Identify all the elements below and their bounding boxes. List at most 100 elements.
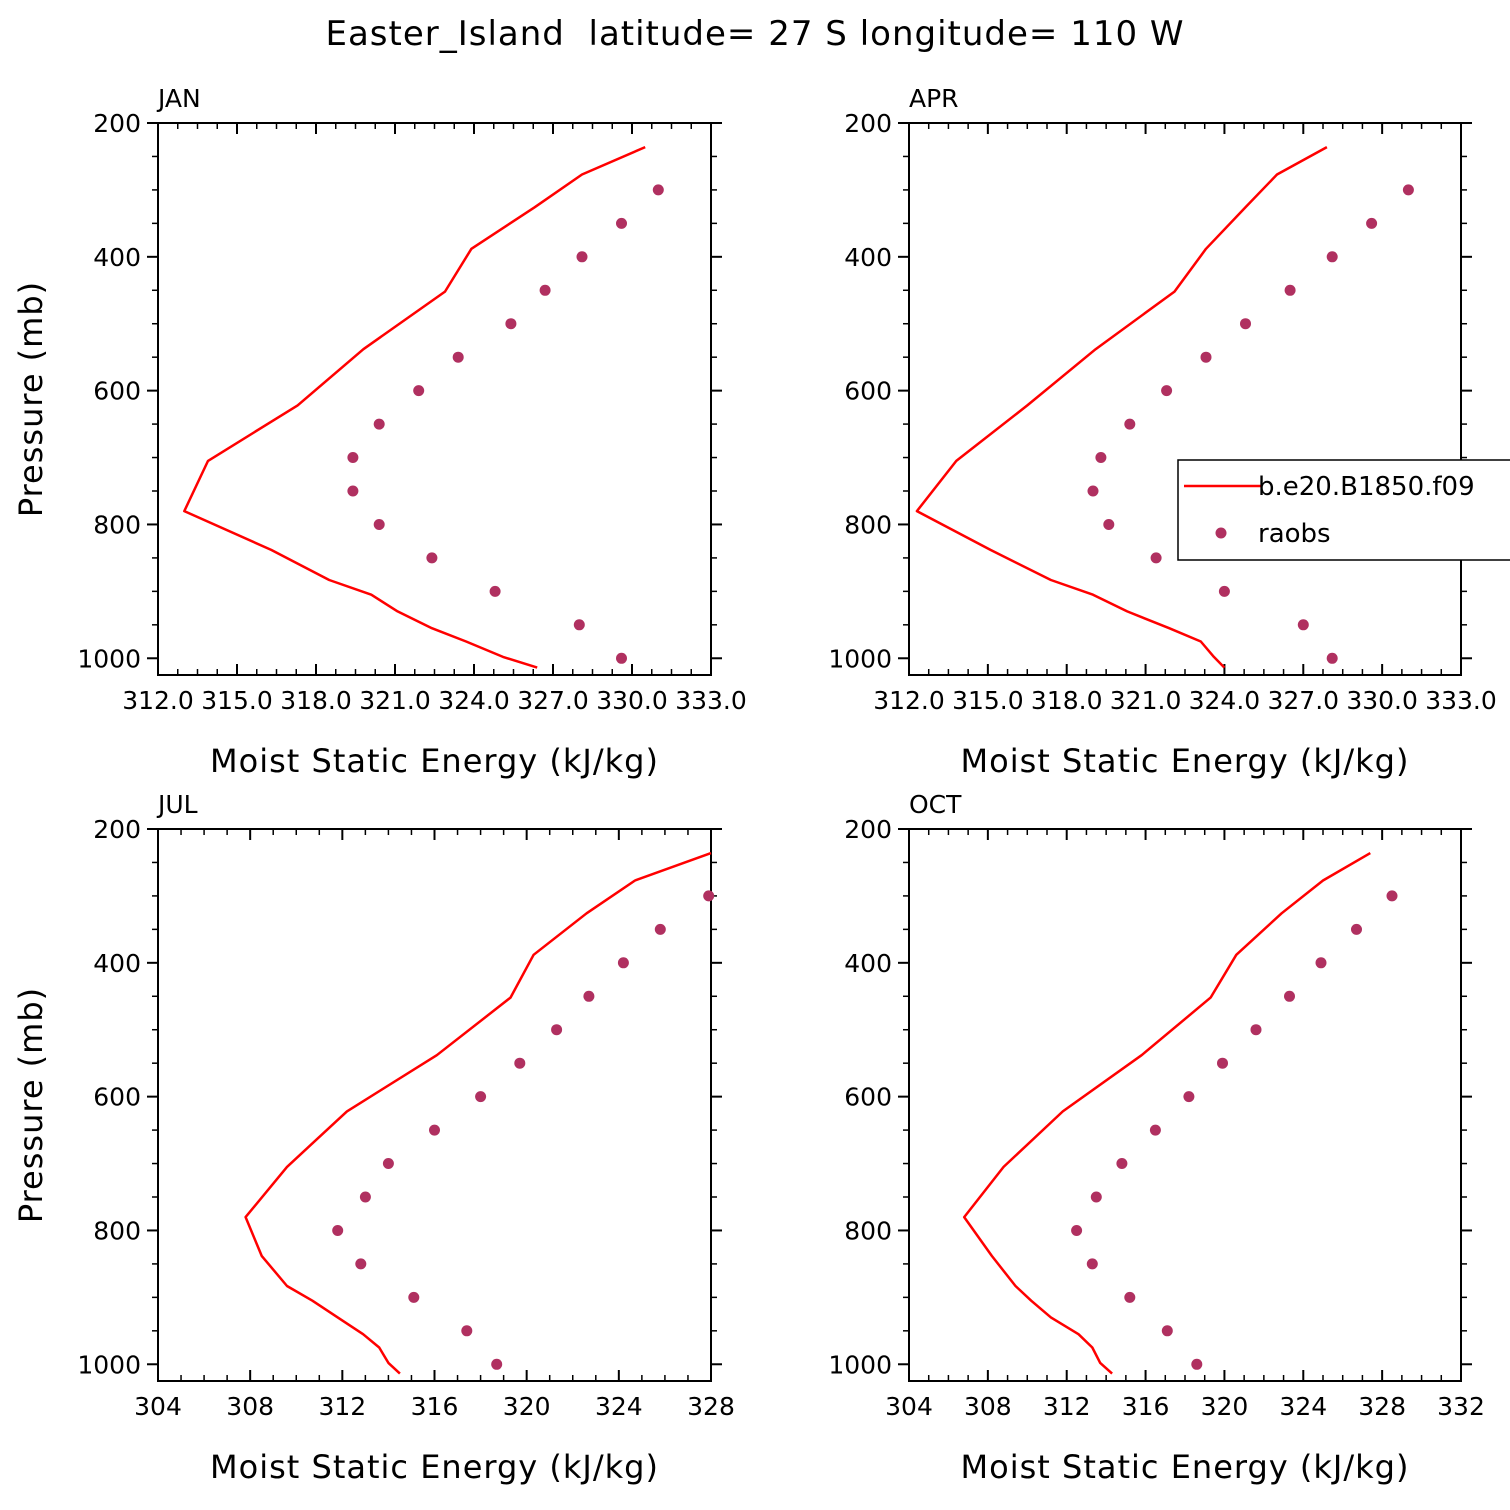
x-tick-label: 308 — [964, 1392, 1012, 1421]
y-tick-label: 600 — [844, 377, 892, 406]
x-tick-label: 328 — [687, 1392, 735, 1421]
raobs-point — [355, 1258, 367, 1270]
raobs-point — [1116, 1158, 1128, 1169]
raobs-point — [1150, 552, 1162, 564]
chart-panel-oct: 304 308 312 316 320 324 328 332 200 400 600 800 1000… — [828, 790, 1484, 1486]
y-axis-title: Pressure (mb) — [12, 987, 50, 1223]
x-tick-label: 324.0 — [1189, 686, 1261, 715]
raobs-point — [413, 385, 425, 397]
panel-label: JAN — [156, 84, 201, 113]
raobs-point — [1149, 1124, 1161, 1136]
panel-label: JUL — [156, 790, 198, 819]
raobs-point — [1402, 184, 1414, 196]
raobs-point — [1200, 351, 1212, 363]
x-tick-label: 330.0 — [1346, 686, 1418, 715]
raobs-point — [1326, 652, 1338, 664]
x-tick-label: 312 — [318, 1392, 366, 1421]
x-tick-label: 330.0 — [596, 686, 668, 715]
x-tick-label: 316 — [411, 1392, 459, 1421]
plot-frame — [908, 122, 1462, 676]
raobs-point — [1124, 1291, 1136, 1303]
y-tick-label: 600 — [93, 1083, 141, 1112]
x-tick-label: 321.0 — [1110, 686, 1182, 715]
x-tick-label: 328 — [1358, 1392, 1406, 1421]
legend-marker-swatch — [1215, 527, 1227, 539]
x-tick-label: 312 — [1043, 1392, 1091, 1421]
plot-frame — [908, 828, 1462, 1382]
raobs-point — [1087, 485, 1099, 497]
x-tick-label: 315.0 — [201, 686, 273, 715]
x-tick-label: 327.0 — [1267, 686, 1339, 715]
raobs-point — [1183, 1091, 1195, 1103]
y-tick-label: 1000 — [77, 1350, 141, 1379]
raobs-point — [1095, 452, 1107, 463]
x-tick-label: 315.0 — [952, 686, 1024, 715]
raobs-point — [1161, 385, 1173, 397]
raobs-point — [1086, 1258, 1098, 1270]
raobs-point — [382, 1158, 394, 1169]
raobs-point — [408, 1291, 420, 1303]
raobs-point — [1071, 1225, 1083, 1236]
x-tick-label: 318.0 — [1031, 686, 1103, 715]
x-axis-title: Moist Static Energy (kJ/kg) — [961, 1448, 1410, 1486]
y-tick-label: 800 — [844, 510, 892, 539]
legend-label-raobs: raobs — [1258, 519, 1331, 549]
raobs-point — [1124, 418, 1136, 430]
plot-frame — [157, 122, 712, 676]
raobs-point — [576, 251, 588, 263]
y-tick-label: 800 — [93, 510, 141, 539]
x-tick-label: 308 — [226, 1392, 274, 1421]
x-tick-label: 324.0 — [438, 686, 510, 715]
raobs-point — [489, 585, 501, 597]
x-tick-label: 324 — [1279, 1392, 1327, 1421]
x-axis-title: Moist Static Energy (kJ/kg) — [961, 742, 1410, 780]
raobs-point — [347, 452, 359, 463]
y-tick-label: 200 — [93, 815, 141, 844]
y-tick-label: 400 — [844, 243, 892, 272]
raobs-point — [1386, 890, 1398, 902]
x-axis-title: Moist Static Energy (kJ/kg) — [210, 1448, 659, 1486]
raobs-point — [1161, 1325, 1173, 1337]
x-tick-label: 321.0 — [359, 686, 431, 715]
y-tick-label: 600 — [93, 377, 141, 406]
y-tick-label: 600 — [844, 1083, 892, 1112]
panel-label: OCT — [909, 790, 962, 819]
x-tick-label: 324 — [595, 1392, 643, 1421]
chart-title: Easter_Island latitude= 27 S longitude= … — [325, 14, 1184, 54]
raobs-point — [1326, 251, 1338, 263]
model-profile-line — [915, 146, 1328, 669]
raobs-point — [332, 1225, 344, 1236]
x-tick-label: 320 — [503, 1392, 551, 1421]
x-tick-label: 304 — [134, 1392, 182, 1421]
x-tick-label: 312.0 — [873, 686, 945, 715]
plot-frame — [157, 828, 712, 1382]
raobs-point — [1366, 217, 1378, 229]
raobs-point — [573, 619, 585, 631]
raobs-point — [616, 217, 627, 229]
raobs-point — [359, 1191, 371, 1203]
y-tick-label: 200 — [844, 109, 892, 138]
y-tick-label: 1000 — [828, 1350, 892, 1379]
raobs-point — [539, 284, 551, 296]
y-tick-label: 200 — [93, 109, 141, 138]
raobs-point — [551, 1024, 563, 1036]
raobs-point — [1315, 957, 1327, 969]
legend-label-model: b.e20.B1850.f09 — [1258, 472, 1475, 502]
raobs-point — [583, 990, 595, 1002]
raobs-point — [617, 957, 629, 969]
y-tick-label: 1000 — [77, 644, 141, 673]
raobs-point — [426, 552, 438, 564]
raobs-point — [1351, 923, 1362, 935]
raobs-point — [491, 1358, 503, 1370]
x-axis-title: Moist Static Energy (kJ/kg) — [210, 742, 659, 780]
raobs-point — [652, 184, 664, 196]
raobs-point — [1217, 1057, 1228, 1069]
y-axis-title: Pressure (mb) — [12, 281, 50, 517]
panels: 312.0 315.0 318.0 321.0 324.0 327.0 330.0 333.0… — [12, 84, 1497, 1486]
raobs-point — [1103, 519, 1115, 530]
raobs-point — [1284, 990, 1295, 1002]
raobs-point — [1297, 619, 1309, 631]
y-tick-label: 400 — [844, 949, 892, 978]
raobs-point — [1191, 1358, 1203, 1370]
